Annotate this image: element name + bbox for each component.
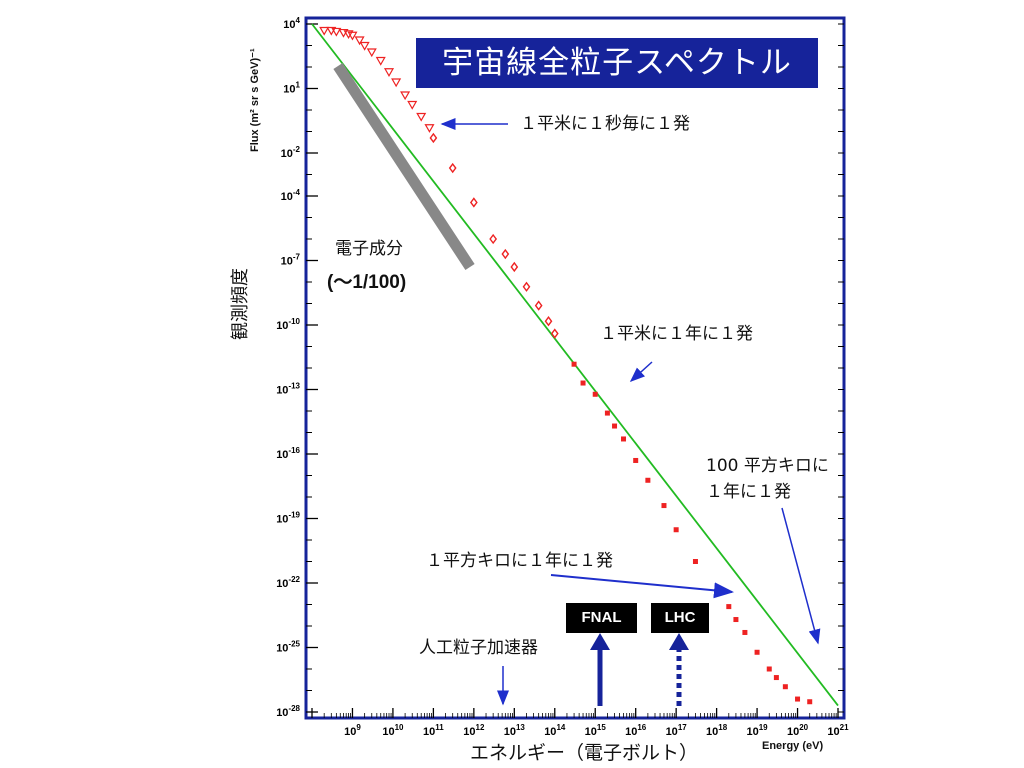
data-point-diamond: [469, 197, 478, 208]
data-point-triangle: [407, 100, 418, 110]
data-point-triangle: [331, 27, 342, 37]
data-point-diamond: [534, 300, 543, 311]
annotation-1m2-1yr: １平米に１年に１発: [600, 324, 753, 344]
data-point-triangle: [424, 124, 435, 133]
data-point-square: [766, 666, 772, 672]
data-point-diamond: [522, 281, 531, 292]
data-point-diamond: [510, 261, 519, 273]
data-point-square: [782, 684, 788, 690]
x-tick-label: 1010: [382, 723, 404, 738]
annotation-100km2-line1: 100 平方キロに: [706, 456, 829, 476]
y-tick-label: 10-10: [276, 317, 300, 332]
data-point-triangle: [359, 41, 370, 51]
data-point-diamond: [448, 162, 457, 174]
annotation-accelerators: 人工粒子加速器: [419, 638, 538, 658]
data-point-square: [692, 559, 698, 564]
data-point-diamond: [544, 316, 553, 327]
data-point-triangle: [383, 68, 395, 77]
lhc-arrow-head: [669, 633, 689, 650]
annotation-1m2-1s: １平米に１秒毎に１発: [520, 114, 690, 134]
data-point-triangle: [354, 36, 365, 46]
x-tick-label: 1021: [827, 723, 849, 738]
data-point-diamond: [429, 132, 438, 144]
y-tick-label: 104: [283, 16, 300, 31]
data-point-triangle: [347, 31, 358, 41]
x-tick-label: 1018: [706, 723, 728, 738]
chart-title: 宇宙線全粒子スペクトル: [416, 38, 818, 88]
electron-label-line2: (〜1/100): [327, 272, 407, 293]
y-tick-label: 101: [283, 81, 300, 96]
electron-component-band: [333, 62, 475, 271]
data-point-square: [571, 361, 577, 367]
data-point-square: [807, 699, 813, 705]
arrow-1km2-1yr: [550, 574, 734, 599]
data-point-square: [673, 527, 679, 533]
fnal-label: FNAL: [566, 603, 637, 633]
data-point-triangle: [400, 91, 411, 101]
y-tick-label: 10-4: [281, 188, 301, 203]
data-point-square: [612, 423, 618, 429]
data-point-square: [633, 457, 639, 463]
x-tick-label: 109: [344, 723, 361, 738]
annotation-1km2-1yr: １平方キロに１年に１発: [426, 551, 613, 571]
data-point-diamond: [489, 233, 498, 245]
data-point-square: [661, 503, 667, 509]
y-axis-ticks: 104 101 10-2 10-4 10-7 10-10 10-13 10-16 10-19 10…: [276, 16, 844, 719]
data-point-square: [621, 436, 627, 442]
y-axis-label: Flux (m² sr s GeV)⁻¹: [249, 48, 261, 152]
x-tick-label: 1013: [504, 723, 526, 738]
data-point-triangle: [319, 26, 330, 36]
x-axis-label-jp: エネルギー（電子ボルト）: [470, 742, 699, 764]
fnal-arrow-head: [590, 633, 610, 650]
data-point-triangle: [375, 56, 386, 66]
data-point-square: [733, 617, 739, 623]
y-tick-label: 10-7: [281, 253, 301, 268]
data-point-square: [645, 477, 651, 483]
data-point-square: [580, 380, 586, 386]
y-tick-label: 10-28: [276, 704, 300, 719]
x-axis-label: Energy (eV): [762, 740, 824, 752]
x-axis-ticks: 109 1010 1011 1012 1013 1014 1015 1016 1017 1018 1…: [311, 708, 849, 738]
x-tick-label: 1016: [625, 723, 647, 738]
data-points: [319, 26, 813, 705]
x-tick-label: 1014: [544, 723, 566, 738]
arrow-100km2: [781, 507, 821, 645]
data-point-diamond: [550, 328, 559, 339]
y-axis-label-jp: 観測頻度: [230, 268, 251, 340]
x-tick-label: 1011: [423, 723, 444, 738]
data-point-triangle: [366, 48, 377, 58]
electron-label-line1: 電子成分: [335, 239, 403, 259]
annotation-100km2-line2: １年に１発: [706, 482, 791, 502]
arrow-1m2-1yr: [629, 361, 653, 383]
y-tick-label: 10-13: [276, 382, 300, 397]
y-tick-label: 10-2: [281, 145, 301, 160]
x-tick-label: 1020: [787, 723, 809, 738]
lhc-label: LHC: [651, 603, 709, 633]
data-point-triangle: [416, 112, 427, 122]
data-point-square: [742, 629, 748, 635]
data-point-square: [592, 391, 598, 397]
x-tick-label: 1012: [463, 723, 485, 738]
data-point-square: [754, 649, 760, 655]
x-tick-label: 1015: [585, 723, 607, 738]
data-point-triangle: [343, 30, 354, 40]
data-point-square: [773, 675, 779, 681]
data-point-square: [604, 410, 610, 416]
x-tick-label: 1019: [746, 723, 768, 738]
y-tick-label: 10-16: [276, 446, 300, 461]
y-tick-label: 10-22: [276, 575, 300, 590]
y-tick-label: 10-25: [276, 640, 300, 655]
data-point-diamond: [501, 248, 510, 260]
data-point-triangle: [391, 78, 402, 88]
x-tick-label: 1017: [666, 723, 688, 738]
data-point-square: [726, 604, 732, 610]
data-point-square: [795, 696, 801, 702]
y-tick-label: 10-19: [276, 511, 300, 526]
